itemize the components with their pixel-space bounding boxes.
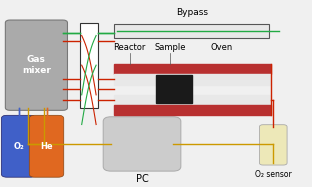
Text: Bypass: Bypass	[176, 8, 208, 17]
Text: O₂: O₂	[13, 142, 24, 151]
Bar	[80, 23, 98, 108]
FancyBboxPatch shape	[1, 115, 36, 177]
Bar	[114, 64, 271, 74]
Bar	[156, 75, 192, 103]
Text: PC: PC	[136, 174, 149, 184]
Bar	[114, 74, 271, 85]
Text: Oven: Oven	[210, 43, 232, 52]
Bar	[114, 105, 271, 115]
Text: O₂ sensor: O₂ sensor	[255, 170, 292, 179]
FancyBboxPatch shape	[260, 125, 287, 165]
FancyBboxPatch shape	[103, 117, 181, 171]
Bar	[114, 24, 269, 38]
Text: Sample: Sample	[154, 43, 186, 52]
Text: He: He	[40, 142, 53, 151]
FancyBboxPatch shape	[29, 115, 64, 177]
Text: Gas
mixer: Gas mixer	[22, 56, 51, 75]
Text: Reactor: Reactor	[113, 43, 146, 52]
FancyBboxPatch shape	[5, 20, 67, 110]
Bar	[114, 95, 271, 105]
